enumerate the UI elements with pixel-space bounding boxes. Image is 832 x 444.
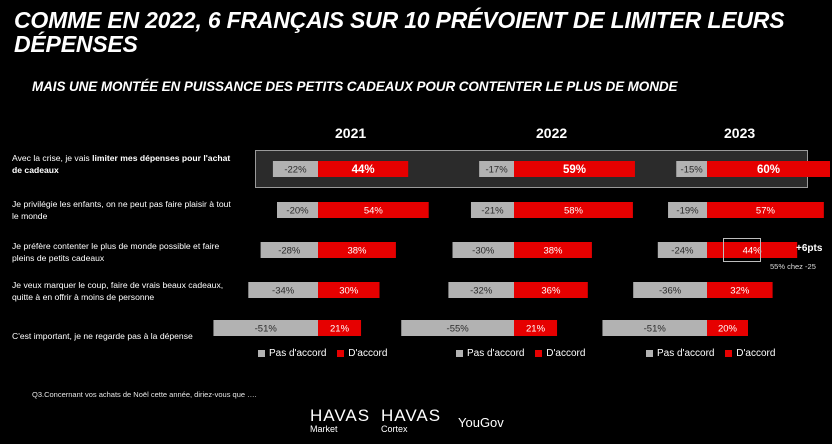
agree-swatch (337, 349, 345, 357)
bar-disagree (602, 320, 707, 336)
value-label-disagree: -17% (485, 165, 508, 176)
value-label-disagree: -51% (255, 324, 278, 335)
bar-agree (318, 282, 380, 298)
bar-disagree (633, 282, 707, 298)
value-label-disagree: -24% (671, 246, 694, 257)
legend-agree-label: D'accord (736, 348, 776, 359)
statement-label: Je préfère contenter le plus de monde po… (12, 241, 220, 263)
bar-disagree (676, 161, 707, 177)
value-label-agree: 20% (718, 324, 738, 335)
bar-agree (318, 202, 429, 218)
bar-agree (318, 320, 362, 336)
bar-disagree (401, 320, 514, 336)
legend-disagree-label: Pas d'accord (269, 348, 327, 359)
value-label-agree: 58% (564, 206, 584, 217)
bar-agree (707, 282, 773, 298)
value-label-disagree: -30% (472, 246, 495, 257)
value-label-agree: 32% (730, 286, 750, 297)
change-annotation: +6pts (796, 243, 823, 254)
bar-agree (514, 161, 635, 177)
statement-label: C'est important, je ne regarde pas à la … (12, 331, 193, 341)
havas-market-logo: HAVAS Market (310, 406, 371, 434)
value-label-agree: 60% (757, 164, 780, 176)
bar-disagree (213, 320, 318, 336)
statement-label: Avec la crise, je vais limiter mes dépen… (12, 153, 231, 175)
value-label-disagree: -34% (272, 286, 295, 297)
value-label-disagree: -22% (284, 165, 307, 176)
value-label-disagree: -55% (447, 324, 470, 335)
legend-agree-label: D'accord (546, 348, 586, 359)
value-label-agree: 36% (541, 286, 561, 297)
footnote: Q3.Concernant vos achats de Noël cette a… (32, 390, 257, 399)
year-label-2021: 2021 (335, 125, 367, 141)
bar-agree (514, 320, 558, 336)
legend-disagree-label: Pas d'accord (657, 348, 715, 359)
bar-agree (514, 282, 588, 298)
legend-disagree-label: Pas d'accord (467, 348, 525, 359)
statement-label: Je veux marquer le coup, faire de vrais … (12, 280, 224, 302)
bar-disagree (657, 242, 707, 258)
under-25-note: 55% chez -25 (770, 262, 816, 271)
bar-agree (707, 320, 748, 336)
value-label-disagree: -51% (644, 324, 667, 335)
bar-disagree (668, 202, 707, 218)
value-label-disagree: -19% (676, 206, 699, 217)
bar-disagree (452, 242, 514, 258)
legend-2021: Pas d'accord D'accord (258, 348, 395, 359)
disagree-swatch (456, 349, 463, 357)
bar-agree (318, 161, 409, 177)
bar-disagree (470, 202, 514, 218)
yougov-logo: YouGov (458, 415, 504, 430)
value-label-disagree: -28% (278, 246, 301, 257)
value-label-agree: 44% (352, 164, 375, 176)
bar-agree (707, 161, 830, 177)
bar-agree (514, 242, 592, 258)
callout-box (723, 238, 761, 262)
disagree-swatch (646, 349, 653, 357)
bar-disagree (260, 242, 318, 258)
legend-agree-label: D'accord (348, 348, 388, 359)
bar-disagree (272, 161, 318, 177)
legend-2022: Pas d'accord D'accord (456, 348, 593, 359)
page-title: Comme en 2022, 6 Français sur 10 prévoie… (14, 7, 785, 57)
bar-disagree (479, 161, 514, 177)
havas-cortex-logo: HAVAS Cortex (381, 406, 442, 434)
bar-disagree (277, 202, 318, 218)
value-label-agree: 44% (743, 246, 763, 257)
value-label-disagree: -21% (481, 206, 504, 217)
bar-disagree (448, 282, 514, 298)
value-label-disagree: -36% (659, 286, 682, 297)
value-label-disagree: -15% (681, 165, 704, 176)
value-label-agree: 30% (339, 286, 359, 297)
value-label-agree: 21% (330, 324, 350, 335)
value-label-agree: 38% (347, 246, 367, 257)
legend-2023: Pas d'accord D'accord (646, 348, 783, 359)
value-label-agree: 38% (543, 246, 563, 257)
bar-disagree (248, 282, 318, 298)
statement-label: Je privilégie les enfants, on ne peut pa… (12, 199, 231, 221)
disagree-swatch (258, 349, 265, 357)
bar-agree (707, 202, 824, 218)
bar-agree (707, 242, 798, 258)
value-label-agree: 57% (756, 206, 776, 217)
bar-agree (514, 202, 633, 218)
value-label-agree: 21% (526, 324, 546, 335)
bar-agree (318, 242, 396, 258)
page-subtitle: Mais une montée en puissance des petits … (32, 79, 678, 94)
agree-swatch (725, 349, 733, 357)
year-label-2023: 2023 (724, 125, 756, 141)
value-label-agree: 54% (364, 206, 384, 217)
value-label-disagree: -32% (470, 286, 493, 297)
value-label-disagree: -20% (286, 206, 309, 217)
agree-swatch (535, 349, 543, 357)
year-label-2022: 2022 (536, 125, 568, 141)
value-label-agree: 59% (563, 164, 586, 176)
